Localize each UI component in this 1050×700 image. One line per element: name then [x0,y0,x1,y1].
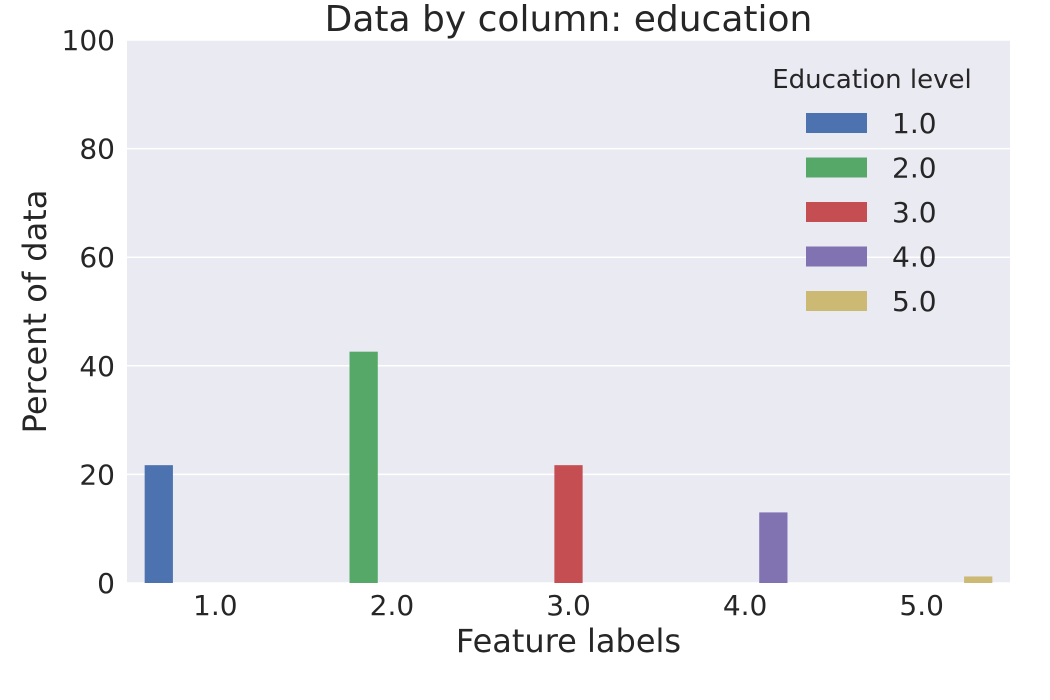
bars [144,351,993,583]
legend-title: Education level [772,65,972,95]
y-axis-label: Percent of data [16,190,54,434]
legend-swatch [806,157,867,178]
bar-1-0 [144,465,173,583]
y-tick-label: 0 [97,567,115,600]
x-tick-labels: 1.0 2.0 3.0 4.0 5.0 [193,589,944,622]
legend-label: 5.0 [892,285,937,318]
y-tick-label: 20 [79,458,115,491]
bar-5-0 [964,576,993,583]
x-tick-label: 2.0 [370,589,415,622]
y-tick-label: 80 [79,133,115,166]
y-tick-labels: 0 20 40 60 80 100 [62,24,115,600]
legend-label: 2.0 [892,152,937,185]
x-tick-label: 3.0 [546,589,591,622]
bar-4-0 [759,512,788,583]
legend: Education level 1.0 2.0 3.0 4.0 5.0 [772,65,972,318]
x-axis-label: Feature labels [456,622,681,660]
x-tick-label: 5.0 [899,589,944,622]
x-tick-label: 1.0 [193,589,238,622]
bar-2-0 [349,351,378,583]
legend-label: 4.0 [892,241,937,274]
legend-swatch [806,202,867,222]
legend-label: 1.0 [892,107,937,140]
legend-swatch [806,246,867,267]
y-tick-label: 60 [79,241,115,274]
legend-label: 3.0 [892,196,937,229]
chart-title: Data by column: education [325,0,813,40]
legend-swatch [806,291,867,311]
y-tick-label: 100 [62,24,115,57]
x-tick-label: 4.0 [723,589,768,622]
bar-3-0 [554,465,583,583]
legend-swatch [806,113,867,133]
y-tick-label: 40 [79,350,115,383]
